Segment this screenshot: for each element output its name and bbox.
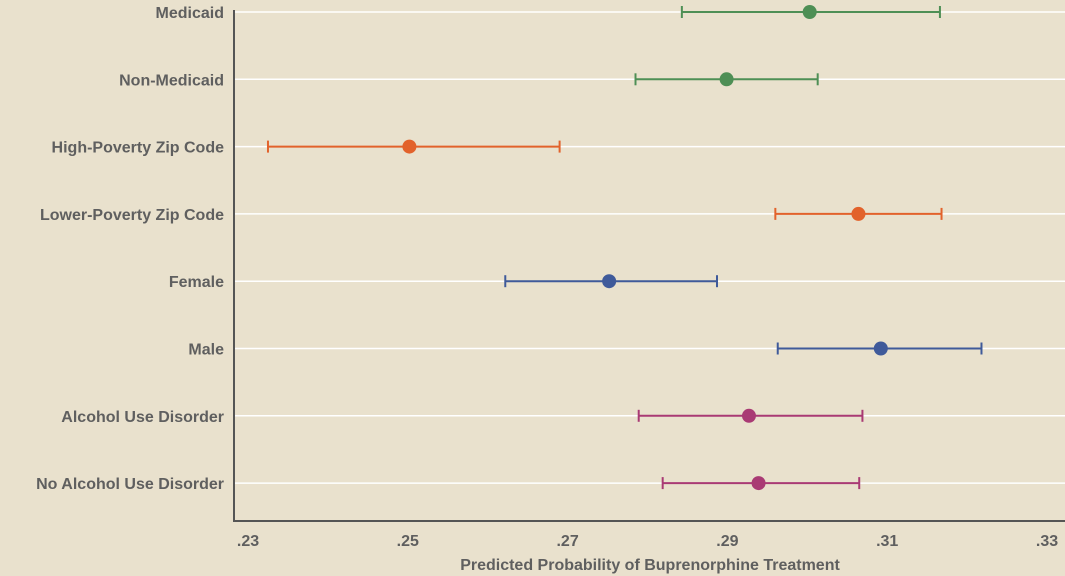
estimate-marker <box>719 72 734 87</box>
estimate-marker <box>802 5 817 19</box>
data-point-male <box>776 341 983 356</box>
x-tick-labels: .23 .25 .27 .29 .31 .33 <box>237 533 1058 550</box>
category-label-high-poverty-zip-code: High-Poverty Zip Code <box>52 140 225 157</box>
estimate-marker <box>751 476 766 491</box>
category-label-alcohol-use-disorder: Alcohol Use Disorder <box>61 409 224 426</box>
x-tick-label: .25 <box>397 533 419 550</box>
category-label-lower-poverty-zip-code: Lower-Poverty Zip Code <box>40 207 224 224</box>
x-tick-label: .23 <box>237 533 259 550</box>
data-point-lower-poverty-zip-code <box>774 206 943 221</box>
category-label-no-alcohol-use-disorder: No Alcohol Use Disorder <box>36 476 224 493</box>
gridlines <box>235 11 1065 484</box>
data-points <box>266 5 983 491</box>
estimate-marker <box>741 408 756 423</box>
x-tick-label: .31 <box>876 533 898 550</box>
data-point-alcohol-use-disorder <box>637 408 864 423</box>
category-label-medicaid: Medicaid <box>156 5 224 22</box>
data-point-female <box>504 274 719 289</box>
estimate-marker <box>402 139 417 154</box>
estimate-marker <box>873 341 888 356</box>
x-tick-label: .29 <box>716 533 738 550</box>
data-point-medicaid <box>680 5 941 19</box>
category-label-male: Male <box>188 342 224 359</box>
data-point-non-medicaid <box>634 72 819 87</box>
estimate-marker <box>851 206 866 221</box>
x-tick-label: .33 <box>1036 533 1058 550</box>
category-label-female: Female <box>169 274 224 291</box>
estimate-marker <box>602 274 617 289</box>
data-point-no-alcohol-use-disorder <box>661 476 861 491</box>
category-label-non-medicaid: Non-Medicaid <box>119 72 224 89</box>
category-labels: Medicaid Non-Medicaid High-Poverty Zip Cod… <box>36 5 224 493</box>
x-axis-title: Predicted Probability of Buprenorphine T… <box>460 557 840 574</box>
axes <box>233 10 1065 522</box>
data-point-high-poverty-zip-code <box>266 139 561 154</box>
x-tick-label: .27 <box>556 533 578 550</box>
